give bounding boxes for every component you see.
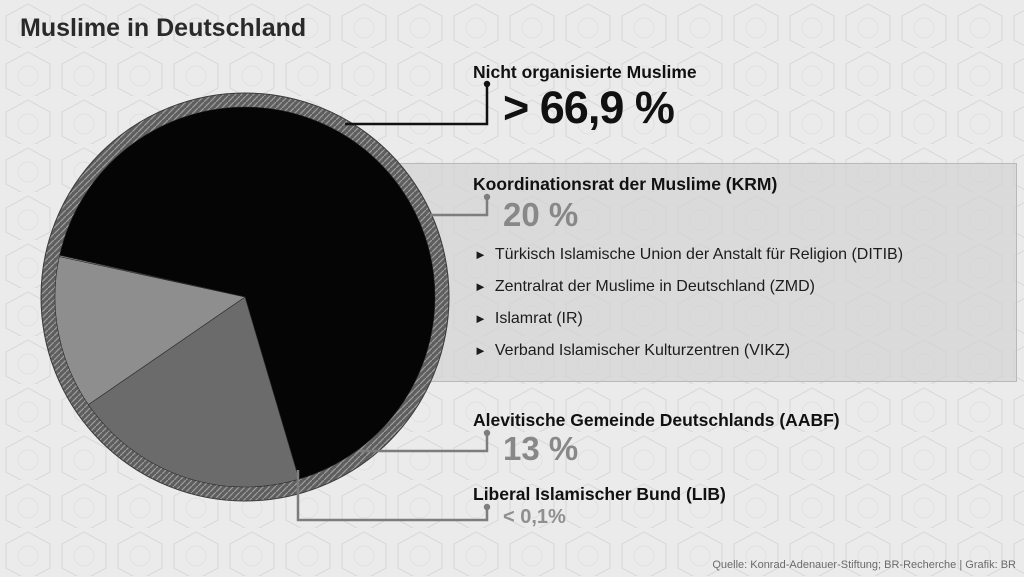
- krm-member-label: Verband Islamischer Kulturzentren (VIKZ): [494, 342, 791, 359]
- bullet-icon: ►: [474, 311, 487, 326]
- slice-label-nicht-organisiert: Nicht organisierte Muslime: [473, 62, 697, 82]
- slice-value-lib: < 0,1%: [503, 506, 566, 528]
- slice-value-krm: 20 %: [503, 196, 579, 233]
- source-note: Quelle: Konrad-Adenauer-Stiftung; BR-Rec…: [712, 559, 1016, 571]
- bullet-icon: ►: [474, 279, 487, 294]
- krm-member-ditib: ► Türkisch Islamische Union der Anstalt f…: [474, 246, 903, 264]
- slice-label-lib: Liberal Islamischer Bund (LIB): [473, 484, 726, 504]
- krm-member-ir: ► Islamrat (IR): [474, 310, 583, 328]
- krm-member-label: Zentralrat der Muslime in Deutschland (Z…: [494, 278, 815, 295]
- leader-dot-nicht-organisiert: [483, 80, 491, 88]
- krm-member-label: Islamrat (IR): [494, 310, 583, 327]
- bullet-icon: ►: [474, 343, 487, 358]
- leader-dot-krm: [483, 193, 491, 201]
- slice-krm: [87, 296, 300, 488]
- leader-dot-lib: [483, 503, 491, 511]
- leader-line-nicht-organisiert: [345, 84, 489, 126]
- bullet-icon: ►: [474, 247, 487, 262]
- leader-line-aabf: [360, 433, 489, 453]
- krm-member-zmd: ► Zentralrat der Muslime in Deutschland (…: [474, 278, 815, 296]
- leader-line-lib: [296, 470, 489, 522]
- leader-dot-aabf: [483, 429, 491, 437]
- krm-member-vikz: ► Verband Islamischer Kulturzentren (VIKZ…: [474, 342, 790, 360]
- slice-value-aabf: 13 %: [503, 430, 579, 467]
- slice-value-nicht-organisiert: > 66,9 %: [503, 82, 675, 133]
- slice-aabf: [54, 256, 246, 406]
- slice-nicht-organisiert: [59, 106, 436, 480]
- krm-member-label: Türkisch Islamische Union der Anstalt fü…: [494, 246, 904, 263]
- slice-lib: [59, 255, 246, 298]
- slice-label-krm: Koordinationsrat der Muslime (KRM): [473, 174, 778, 194]
- page-title: Muslime in Deutschland: [20, 14, 307, 42]
- leader-line-krm: [430, 197, 489, 217]
- slice-label-aabf: Alevitische Gemeinde Deutschlands (AABF): [473, 410, 840, 430]
